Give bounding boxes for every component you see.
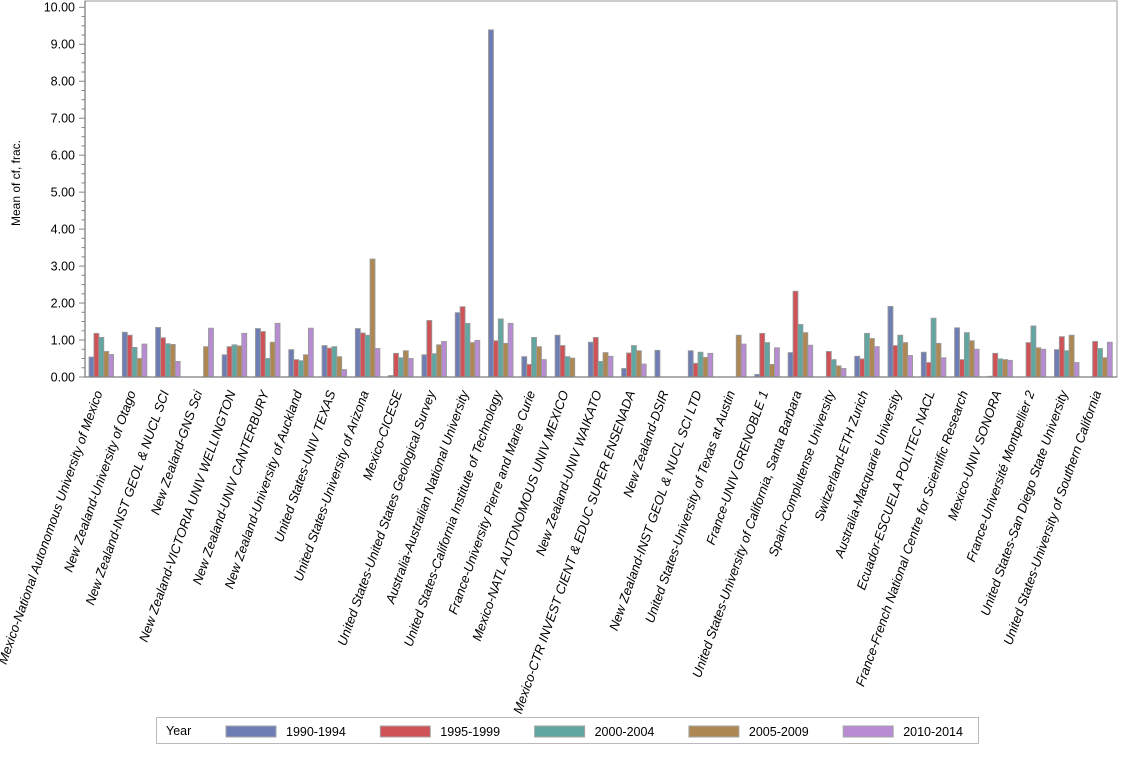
svg-text:9.00: 9.00 bbox=[51, 38, 75, 52]
svg-text:Year: Year bbox=[166, 724, 191, 738]
svg-text:6.00: 6.00 bbox=[51, 148, 75, 162]
svg-text:7.00: 7.00 bbox=[51, 112, 75, 126]
svg-text:1995-1999: 1995-1999 bbox=[440, 725, 500, 739]
svg-text:1.00: 1.00 bbox=[51, 333, 75, 347]
svg-text:4.00: 4.00 bbox=[51, 222, 75, 236]
svg-text:2.00: 2.00 bbox=[51, 296, 75, 310]
svg-text:8.00: 8.00 bbox=[51, 75, 75, 89]
svg-text:0.00: 0.00 bbox=[51, 370, 75, 384]
svg-text:Mean of cf, frac.: Mean of cf, frac. bbox=[9, 140, 23, 226]
svg-text:3.00: 3.00 bbox=[51, 259, 75, 273]
svg-text:10.00: 10.00 bbox=[44, 1, 75, 15]
svg-text:2000-2004: 2000-2004 bbox=[595, 725, 655, 739]
svg-text:1990-1994: 1990-1994 bbox=[286, 725, 346, 739]
svg-text:5.00: 5.00 bbox=[51, 185, 75, 199]
svg-text:2010-2014: 2010-2014 bbox=[903, 725, 963, 739]
svg-text:2005-2009: 2005-2009 bbox=[749, 725, 809, 739]
